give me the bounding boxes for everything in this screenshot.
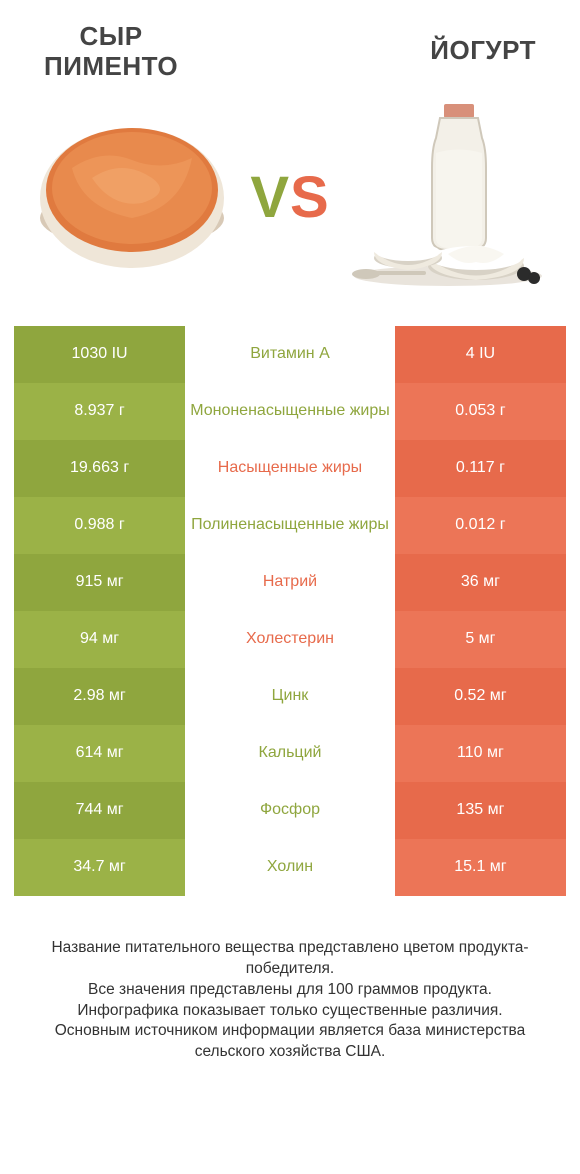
left-value: 94 мг [14,611,185,668]
footer-line: Основным источником информации является … [38,1021,542,1063]
product-image-row: VS [14,88,566,326]
vs-letter-s: S [290,165,330,230]
table-row: 34.7 мгХолин15.1 мг [14,839,566,896]
nutrient-label: Цинк [185,668,395,725]
left-product-title: СЫР ПИМЕНТО [44,22,178,82]
left-product-image [32,98,232,298]
table-row: 94 мгХолестерин5 мг [14,611,566,668]
right-value: 0.117 г [395,440,566,497]
left-value: 19.663 г [14,440,185,497]
nutrient-label: Витамин A [185,326,395,383]
right-value: 15.1 мг [395,839,566,896]
left-value: 614 мг [14,725,185,782]
nutrient-label: Натрий [185,554,395,611]
nutrient-label: Полиненасыщенные жиры [185,497,395,554]
pimento-cheese-icon [32,98,232,298]
left-value: 0.988 г [14,497,185,554]
table-row: 915 мгНатрий36 мг [14,554,566,611]
right-value: 0.52 мг [395,668,566,725]
left-value: 744 мг [14,782,185,839]
left-value: 34.7 мг [14,839,185,896]
right-value: 135 мг [395,782,566,839]
right-value: 0.012 г [395,497,566,554]
left-value: 8.937 г [14,383,185,440]
table-row: 614 мгКальций110 мг [14,725,566,782]
right-value: 36 мг [395,554,566,611]
nutrient-label: Мононенасыщенные жиры [185,383,395,440]
table-row: 19.663 гНасыщенные жиры0.117 г [14,440,566,497]
right-product-image [348,98,548,298]
nutrient-label: Холестерин [185,611,395,668]
left-value: 2.98 мг [14,668,185,725]
yogurt-icon [348,98,548,298]
footer-line: Название питательного вещества представл… [38,938,542,980]
right-value: 5 мг [395,611,566,668]
right-value: 4 IU [395,326,566,383]
table-row: 1030 IUВитамин A4 IU [14,326,566,383]
comparison-table: 1030 IUВитамин A4 IU8.937 гМононенасыщен… [14,326,566,896]
right-value: 110 мг [395,725,566,782]
left-value: 1030 IU [14,326,185,383]
right-product-title: ЙОГУРТ [430,22,536,66]
right-value: 0.053 г [395,383,566,440]
table-row: 2.98 мгЦинк0.52 мг [14,668,566,725]
footer-line: Инфографика показывает только существенн… [38,1001,542,1022]
table-row: 744 мгФосфор135 мг [14,782,566,839]
footer-note: Название питательного вещества представл… [14,896,566,1064]
table-row: 8.937 гМононенасыщенные жиры0.053 г [14,383,566,440]
left-title-line1: СЫР [80,21,143,51]
comparison-infographic: СЫР ПИМЕНТО ЙОГУРТ VS [0,0,580,1083]
vs-letter-v: V [250,165,290,230]
table-row: 0.988 гПолиненасыщенные жиры0.012 г [14,497,566,554]
nutrient-label: Кальций [185,725,395,782]
header-row: СЫР ПИМЕНТО ЙОГУРТ [14,12,566,88]
vs-label: VS [250,164,329,231]
footer-line: Все значения представлены для 100 граммо… [38,980,542,1001]
left-title-line2: ПИМЕНТО [44,51,178,81]
nutrient-label: Фосфор [185,782,395,839]
nutrient-label: Насыщенные жиры [185,440,395,497]
left-value: 915 мг [14,554,185,611]
nutrient-label: Холин [185,839,395,896]
